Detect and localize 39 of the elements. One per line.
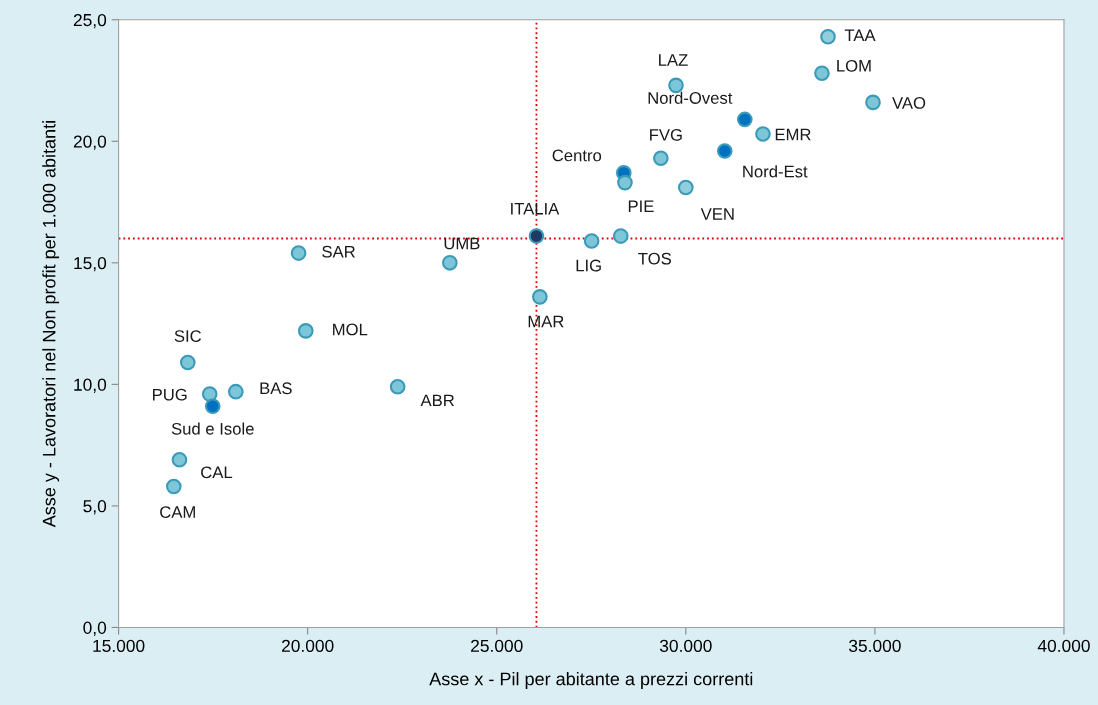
x-axis-title: Asse x - Pil per abitante a prezzi correnti xyxy=(429,672,753,689)
annotation: VAO xyxy=(892,97,926,109)
annotation: SIC xyxy=(174,330,202,342)
x-tick-label: 25.000 xyxy=(471,639,523,653)
y-tick-label: 0,0 xyxy=(83,621,107,636)
x-tick-label: 15.000 xyxy=(93,639,145,653)
y-tick-label: 5,0 xyxy=(83,500,107,515)
x-tick-label: 30.000 xyxy=(659,639,712,653)
annotation: ABR xyxy=(420,394,455,407)
annotation: TAA xyxy=(844,29,876,42)
annotation: BAS xyxy=(260,382,292,395)
y-tick-label: 15,0 xyxy=(74,256,107,272)
annotation: Nord-Ovest xyxy=(648,91,733,104)
annotation: Sud e Isole xyxy=(171,422,254,435)
x-tick-label: 20.000 xyxy=(281,639,334,653)
annotation: VEN xyxy=(700,208,734,220)
annotation: MOL xyxy=(333,323,368,336)
annotation: ITALIA xyxy=(511,202,560,215)
annotation: PUG xyxy=(153,388,187,401)
annotation: PIE xyxy=(628,200,654,212)
annotation: UMB xyxy=(444,237,480,250)
annotation: Centro xyxy=(552,149,602,162)
y-axis-title: Asse y - Lavoratori nel Non profit per 1.000 abitanti xyxy=(42,121,60,528)
annotation: EMR xyxy=(775,128,811,141)
x-tick-label: 40.000 xyxy=(1037,639,1090,653)
annotation: Nord-Est xyxy=(743,165,808,178)
annotation: TOS xyxy=(638,252,671,265)
annotation: LOM xyxy=(837,59,871,72)
annotation: FVG xyxy=(650,128,682,141)
annotation: CAL xyxy=(201,466,233,479)
annotation: MAR xyxy=(528,315,564,328)
y-tick-label: 20,0 xyxy=(73,135,107,150)
y-tick-label: 10,0 xyxy=(74,378,107,393)
annotation: LAZ xyxy=(659,54,688,66)
y-tick-label: 25,0 xyxy=(73,13,107,29)
annotation: CAM xyxy=(160,506,195,518)
x-tick-label: 35.000 xyxy=(849,639,901,653)
annotation: LIG xyxy=(576,259,601,272)
annotation: SAR xyxy=(322,245,355,258)
